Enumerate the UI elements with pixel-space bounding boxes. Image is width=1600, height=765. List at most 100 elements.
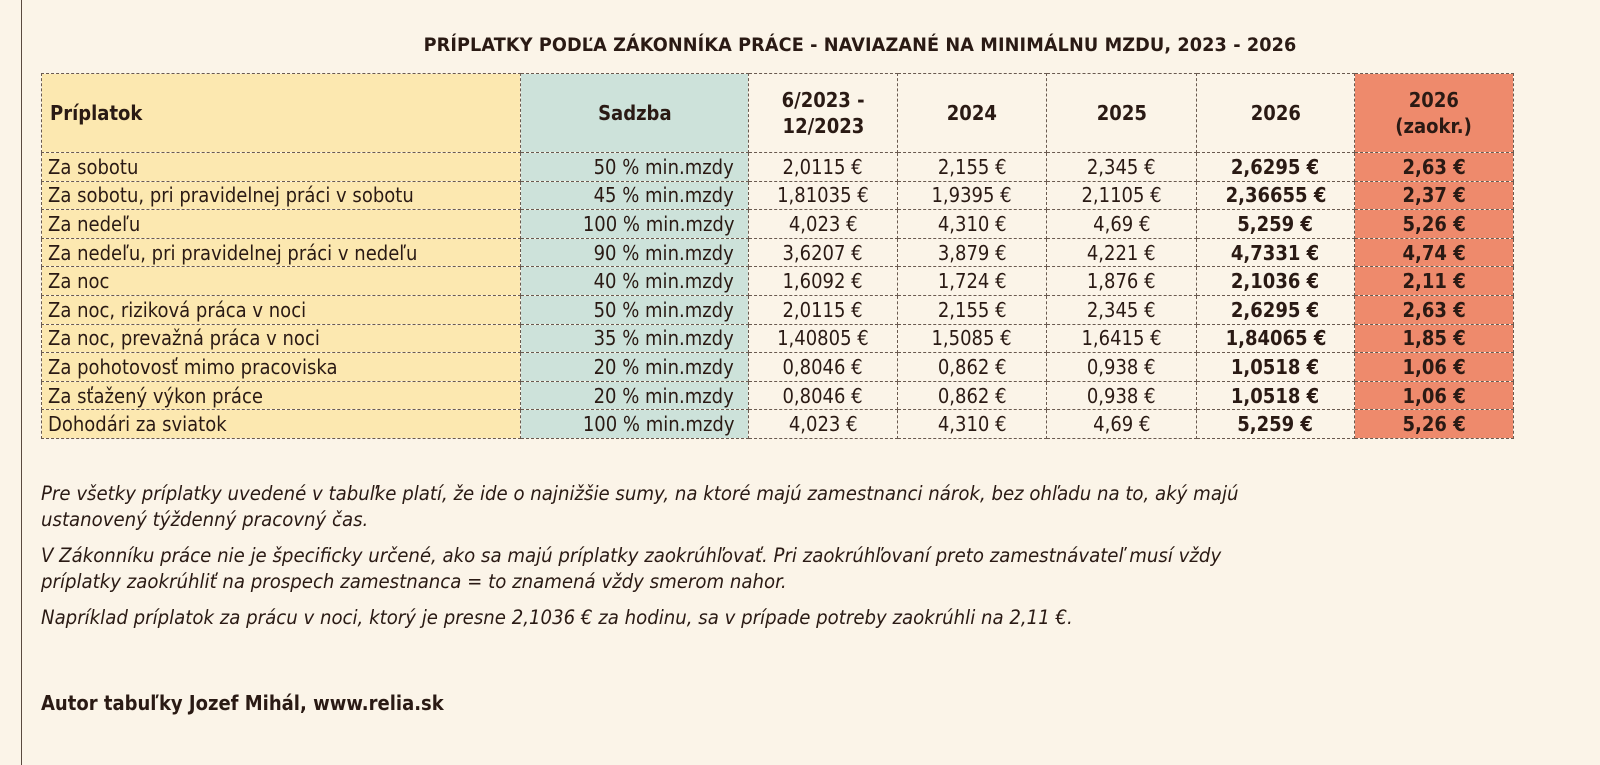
- cell-2026-rounded-text: 2,37 €: [1402, 183, 1466, 208]
- cell-rate-text: 100 % min.mzdy: [582, 412, 734, 437]
- table-row: Za pohotovosť mimo pracoviska 20 % min.m…: [41, 352, 1514, 382]
- cell-2026-text: 2,6295 €: [1231, 297, 1320, 322]
- page-title: PRÍPLATKY PODĽA ZÁKONNÍKA PRÁCE - NAVIAZ…: [423, 34, 1297, 56]
- cell-2025: 0,938 €: [1046, 352, 1197, 382]
- cell-2026-rounded: 1,85 €: [1354, 323, 1514, 354]
- cell-2026-rounded-text: 2,63 €: [1402, 154, 1466, 179]
- cell-2026-rounded-text: 5,26 €: [1402, 412, 1466, 437]
- cell-2025-text: 2,345 €: [1087, 154, 1156, 179]
- cell-2026-rounded: 5,26 €: [1354, 409, 1514, 439]
- table-row: Za noc 40 % min.mzdy 1,6092 € 1,724 € 1,…: [41, 266, 1514, 296]
- table-header-row: Príplatok Sadzba 6/2023 - 12/2023 2024 2…: [41, 73, 1514, 153]
- cell-2026: 5,259 €: [1196, 409, 1355, 439]
- notes-section: Pre všetky príplatky uvedené v tabuľke p…: [41, 481, 1561, 641]
- header-priplatok: Príplatok: [41, 73, 521, 153]
- cell-2024-text: 3,879 €: [937, 240, 1007, 265]
- cell-2025: 0,938 €: [1046, 380, 1197, 411]
- cell-2023: 1,81035 €: [748, 180, 898, 211]
- cell-rate: 35 % min.mzdy: [520, 323, 749, 354]
- cell-name-text: Dohodári za sviatok: [48, 412, 227, 437]
- cell-2024-text: 0,862 €: [937, 383, 1007, 408]
- cell-2025: 2,345 €: [1046, 152, 1197, 182]
- table-row: Za nedeľu 100 % min.mzdy 4,023 € 4,310 €…: [41, 209, 1514, 239]
- cell-2025-text: 2,345 €: [1087, 297, 1156, 322]
- cell-2024: 1,724 €: [897, 266, 1047, 296]
- note-paragraph-2: V Zákonníku práce nie je špecificky urče…: [41, 543, 1529, 595]
- cell-rate-text: 35 % min.mzdy: [593, 326, 734, 351]
- header-2023-line1: 6/2023 -: [781, 88, 865, 112]
- cell-2026-text: 4,7331 €: [1231, 240, 1320, 265]
- cell-name-text: Za noc, riziková práca v noci: [48, 297, 307, 322]
- cell-2026-rounded-text: 5,26 €: [1402, 211, 1466, 236]
- cell-2024: 1,5085 €: [897, 323, 1047, 354]
- cell-2026-text: 5,259 €: [1237, 211, 1314, 236]
- cell-2024-text: 4,310 €: [937, 211, 1007, 236]
- cell-2024: 2,155 €: [897, 152, 1047, 182]
- cell-2023: 1,40805 €: [748, 323, 898, 354]
- header-2025: 2025: [1046, 73, 1197, 153]
- cell-2025-text: 4,69 €: [1092, 412, 1151, 437]
- cell-2026-text: 2,6295 €: [1231, 154, 1320, 179]
- cell-2023-text: 4,023 €: [788, 412, 858, 437]
- cell-2023-text: 2,0115 €: [782, 154, 864, 179]
- cell-2024-text: 1,9395 €: [931, 183, 1013, 208]
- cell-2026-text: 1,0518 €: [1231, 354, 1320, 379]
- header-2025-label: 2025: [1096, 101, 1147, 125]
- header-2023: 6/2023 - 12/2023: [748, 73, 898, 153]
- header-2026: 2026: [1196, 73, 1355, 153]
- cell-2026-rounded: 1,06 €: [1354, 380, 1514, 411]
- cell-rate: 20 % min.mzdy: [520, 352, 749, 382]
- cell-2025: 1,876 €: [1046, 266, 1197, 296]
- cell-name: Za pohotovosť mimo pracoviska: [41, 352, 521, 382]
- table-row: Za sobotu, pri pravidelnej práci v sobot…: [41, 180, 1514, 211]
- cell-rate-text: 20 % min.mzdy: [593, 383, 734, 408]
- cell-2023: 4,023 €: [748, 209, 898, 239]
- table-row: Dohodári za sviatok 100 % min.mzdy 4,023…: [41, 409, 1514, 439]
- cell-rate-text: 100 % min.mzdy: [582, 211, 734, 236]
- note-paragraph-3: Napríklad príplatok za prácu v noci, kto…: [41, 605, 1529, 631]
- cell-2025-text: 1,876 €: [1087, 269, 1156, 294]
- cell-rate-text: 50 % min.mzdy: [593, 154, 734, 179]
- cell-2025: 1,6415 €: [1046, 323, 1197, 354]
- cell-rate-text: 40 % min.mzdy: [593, 269, 734, 294]
- cell-2026-rounded: 2,11 €: [1354, 266, 1514, 296]
- cell-rate: 100 % min.mzdy: [520, 409, 749, 439]
- cell-2023-text: 3,6207 €: [782, 240, 864, 265]
- header-2026-rounded: 2026 (zaokr.): [1354, 73, 1514, 153]
- cell-2023-text: 0,8046 €: [782, 354, 864, 379]
- cell-rate-text: 50 % min.mzdy: [593, 297, 734, 322]
- cell-2023-text: 1,6092 €: [782, 269, 864, 294]
- cell-name-text: Za sťažený výkon práce: [48, 383, 263, 408]
- cell-2023-text: 2,0115 €: [782, 297, 864, 322]
- cell-2026: 5,259 €: [1196, 209, 1355, 239]
- cell-name-text: Za noc: [48, 269, 110, 294]
- cell-2023: 2,0115 €: [748, 294, 898, 325]
- cell-rate: 50 % min.mzdy: [520, 152, 749, 182]
- cell-2023: 1,6092 €: [748, 266, 898, 296]
- cell-2024: 0,862 €: [897, 380, 1047, 411]
- note-paragraph-1: Pre všetky príplatky uvedené v tabuľke p…: [41, 481, 1529, 533]
- cell-2026-rounded-text: 2,63 €: [1402, 297, 1466, 322]
- cell-rate-text: 45 % min.mzdy: [593, 183, 734, 208]
- cell-2024-text: 2,155 €: [937, 297, 1007, 322]
- cell-2026: 1,0518 €: [1196, 380, 1355, 411]
- cell-name-text: Za pohotovosť mimo pracoviska: [48, 354, 338, 379]
- cell-2026-rounded: 2,63 €: [1354, 294, 1514, 325]
- cell-2026-text: 2,1036 €: [1231, 269, 1320, 294]
- cell-2026: 2,6295 €: [1196, 152, 1355, 182]
- cell-2023: 3,6207 €: [748, 237, 898, 268]
- table-row: Za sobotu 50 % min.mzdy 2,0115 € 2,155 €…: [41, 152, 1514, 182]
- cell-rate: 50 % min.mzdy: [520, 294, 749, 325]
- cell-name: Za noc, riziková práca v noci: [41, 294, 521, 325]
- cell-name-text: Za sobotu: [48, 154, 139, 179]
- header-sadzba-label: Sadzba: [597, 101, 672, 125]
- note-1-line-2: ustanovený týždenný pracovný čas.: [41, 508, 369, 531]
- cell-2024-text: 2,155 €: [937, 154, 1007, 179]
- cell-2024-text: 4,310 €: [937, 412, 1007, 437]
- cell-2026-rounded: 5,26 €: [1354, 209, 1514, 239]
- cell-2024: 1,9395 €: [897, 180, 1047, 211]
- cell-name: Za nedeľu: [41, 209, 521, 239]
- cell-2023-text: 1,40805 €: [777, 326, 869, 351]
- cell-2026-rounded: 1,06 €: [1354, 352, 1514, 382]
- cell-2024: 4,310 €: [897, 409, 1047, 439]
